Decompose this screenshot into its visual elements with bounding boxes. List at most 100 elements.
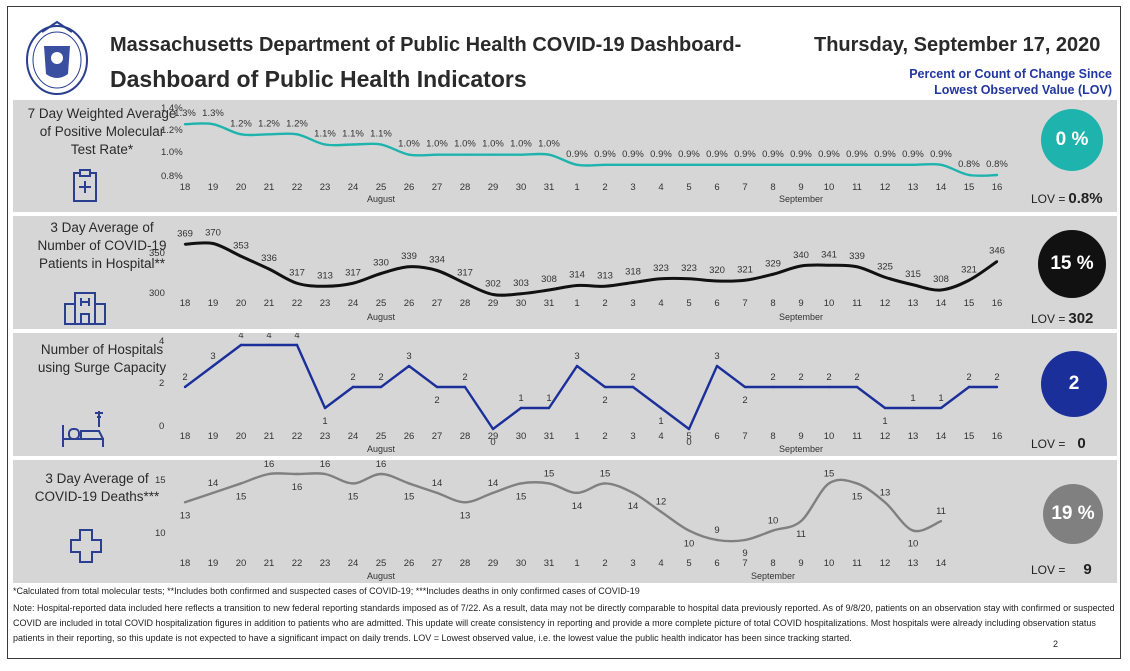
x-tick-label: 20 bbox=[236, 558, 247, 569]
x-tick-label: 8 bbox=[770, 431, 775, 442]
data-point bbox=[547, 288, 551, 292]
data-point bbox=[211, 122, 215, 126]
y-tick-label: 1.4% bbox=[161, 103, 183, 114]
data-label: 12 bbox=[656, 497, 667, 508]
data-label: 0.9% bbox=[818, 149, 840, 160]
x-tick-label: 8 bbox=[770, 298, 775, 309]
data-point bbox=[183, 122, 187, 126]
data-label: 16 bbox=[376, 460, 387, 470]
data-point bbox=[491, 491, 495, 495]
data-label: 2 bbox=[854, 372, 859, 383]
x-tick-label: 13 bbox=[908, 298, 919, 309]
data-point bbox=[407, 265, 411, 268]
data-label: 9 bbox=[742, 548, 747, 559]
x-tick-label: 4 bbox=[658, 431, 663, 442]
x-tick-label: 23 bbox=[320, 431, 331, 442]
x-tick-label: 30 bbox=[516, 558, 527, 569]
data-label: 0.9% bbox=[706, 149, 728, 160]
data-point bbox=[827, 264, 831, 267]
data-label: 14 bbox=[628, 501, 639, 512]
data-label: 317 bbox=[457, 267, 473, 278]
x-tick-label: 9 bbox=[798, 431, 803, 442]
x-tick-label: 14 bbox=[936, 431, 947, 442]
data-label: 10 bbox=[768, 516, 779, 527]
data-label: 2 bbox=[182, 372, 187, 383]
x-tick-label: 5 bbox=[686, 558, 691, 569]
x-tick-label: 24 bbox=[348, 431, 359, 442]
data-point bbox=[295, 133, 299, 136]
x-tick-label: 7 bbox=[742, 431, 747, 442]
x-tick-label: 19 bbox=[208, 558, 219, 569]
hospital-icon bbox=[64, 292, 106, 325]
data-label: 346 bbox=[989, 246, 1005, 257]
data-point bbox=[575, 163, 579, 167]
x-tick-label: 11 bbox=[852, 558, 862, 569]
x-tick-label: 20 bbox=[236, 431, 247, 442]
data-point bbox=[995, 385, 999, 389]
data-point bbox=[743, 279, 747, 282]
month-label: August bbox=[367, 194, 396, 204]
data-label: 339 bbox=[401, 251, 417, 262]
data-point bbox=[239, 133, 243, 136]
x-tick-label: 13 bbox=[908, 431, 919, 442]
data-point bbox=[295, 343, 299, 347]
data-point bbox=[267, 472, 271, 476]
data-point bbox=[519, 482, 523, 485]
x-tick-label: 4 bbox=[658, 298, 663, 309]
data-point bbox=[547, 406, 551, 410]
x-tick-label: 22 bbox=[292, 182, 303, 193]
data-label: 1 bbox=[546, 393, 551, 404]
lov-value: 9 bbox=[1083, 561, 1092, 578]
data-point bbox=[491, 293, 495, 296]
data-label: 1.2% bbox=[258, 118, 280, 129]
data-point bbox=[239, 255, 243, 258]
data-point bbox=[323, 406, 327, 410]
data-label: 370 bbox=[205, 228, 221, 239]
lov-readout: LOV = 302 bbox=[1031, 310, 1093, 327]
month-label: September bbox=[779, 194, 823, 204]
x-tick-label: 11 bbox=[852, 431, 862, 442]
data-label: 0.9% bbox=[594, 149, 616, 160]
x-tick-label: 11 bbox=[852, 182, 862, 193]
x-tick-label: 16 bbox=[992, 431, 1003, 442]
data-point bbox=[519, 292, 523, 295]
data-label: 2 bbox=[378, 372, 383, 383]
data-label: 0.9% bbox=[790, 149, 812, 160]
x-tick-label: 22 bbox=[292, 558, 303, 569]
panel-label: Number of Hospitals using Surge Capacity bbox=[37, 342, 167, 375]
hospital-bed-icon bbox=[62, 411, 104, 447]
x-tick-label: 19 bbox=[208, 298, 219, 309]
data-point bbox=[771, 529, 775, 532]
x-tick-label: 3 bbox=[630, 298, 635, 309]
change-badge: 0 % bbox=[1041, 109, 1103, 171]
data-point bbox=[855, 163, 859, 167]
data-label: 1.1% bbox=[314, 129, 336, 140]
data-label: 2 bbox=[742, 395, 747, 406]
data-label: 0.9% bbox=[622, 149, 644, 160]
x-tick-label: 25 bbox=[376, 298, 387, 309]
data-point bbox=[771, 385, 775, 389]
lov-label: LOV = bbox=[1031, 563, 1066, 577]
data-label: 2 bbox=[350, 372, 355, 383]
data-label: 0.8% bbox=[958, 159, 980, 170]
x-tick-label: 25 bbox=[376, 558, 387, 569]
x-tick-label: 23 bbox=[320, 298, 331, 309]
data-point bbox=[379, 385, 383, 389]
data-point bbox=[575, 364, 579, 368]
data-point bbox=[911, 406, 915, 410]
x-tick-label: 24 bbox=[348, 298, 359, 309]
y-tick-label: 350 bbox=[149, 248, 165, 259]
data-label: 325 bbox=[877, 261, 893, 272]
x-tick-label: 2 bbox=[602, 558, 607, 569]
report-date: Thursday, September 17, 2020 bbox=[814, 34, 1101, 56]
lov-label: LOV = bbox=[1031, 437, 1066, 451]
data-label: 15 bbox=[600, 468, 611, 479]
data-point bbox=[603, 385, 607, 389]
y-tick-label: 0 bbox=[159, 421, 164, 432]
data-point bbox=[715, 364, 719, 368]
x-tick-label: 27 bbox=[432, 558, 443, 569]
data-label: 3 bbox=[714, 351, 719, 362]
data-label: 4 bbox=[294, 333, 299, 341]
data-point bbox=[715, 279, 719, 283]
data-label: 0.9% bbox=[650, 149, 672, 160]
